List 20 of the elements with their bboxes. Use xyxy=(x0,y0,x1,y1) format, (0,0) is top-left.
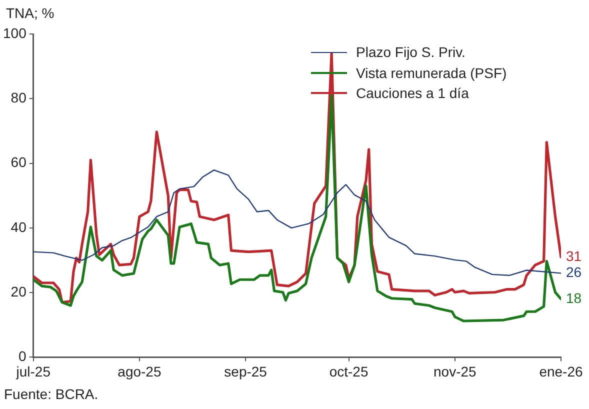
y-tick-label: 60 xyxy=(10,154,27,170)
x-tick-label: jul-25 xyxy=(15,363,51,380)
y-tick-label: 100 xyxy=(3,24,27,41)
y-tick-label: 80 xyxy=(10,90,27,106)
x-tick-label: ene-26 xyxy=(539,363,584,380)
y-tick-label: 40 xyxy=(10,218,27,235)
x-tick-label: oct-25 xyxy=(329,363,368,380)
legend-label: Cauciones a 1 día xyxy=(356,85,469,102)
y-tick-label: 20 xyxy=(10,283,27,300)
x-tick-label: sep-25 xyxy=(224,363,268,380)
x-tick-label: ago-25 xyxy=(118,363,162,380)
legend-label: Vista remunerada (PSF) xyxy=(356,64,507,81)
annotation: 26 xyxy=(566,264,582,280)
annotation: 18 xyxy=(566,290,582,306)
annotation: 31 xyxy=(566,248,582,264)
x-tick-label: nov-25 xyxy=(433,363,477,380)
legend-label: Plazo Fijo S. Priv. xyxy=(356,44,466,60)
y-tick-label: 0 xyxy=(18,348,27,364)
y-axis-title: TNA; % xyxy=(6,5,54,21)
source-note: Fuente: BCRA. xyxy=(4,386,98,402)
